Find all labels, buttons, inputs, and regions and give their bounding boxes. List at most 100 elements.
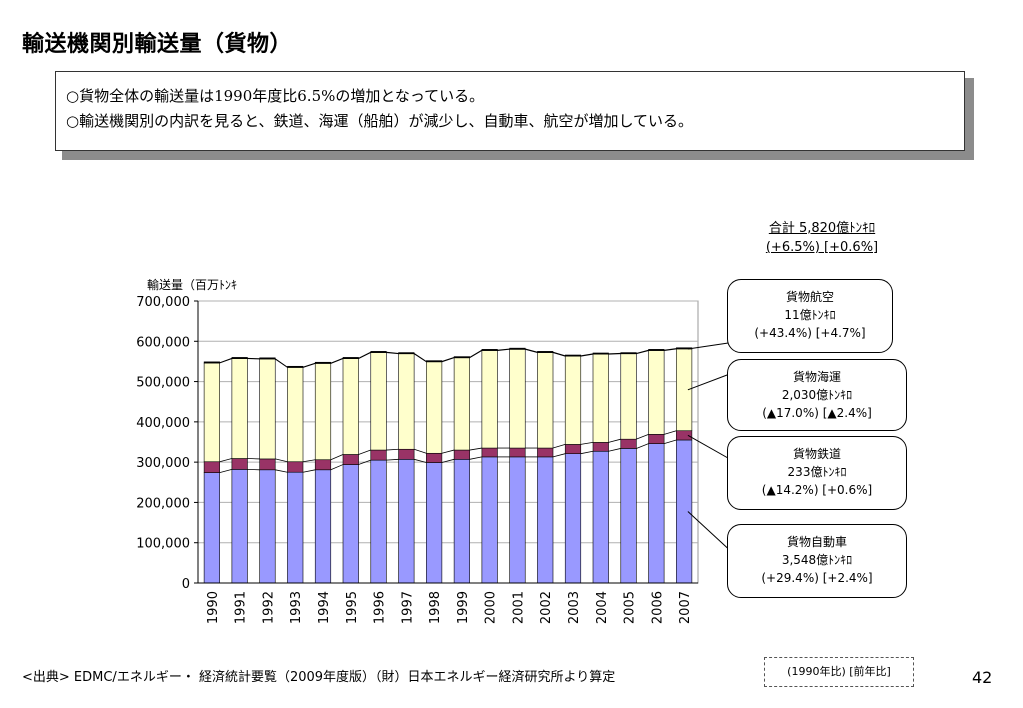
bar-貨物鉄道-2006 bbox=[648, 434, 665, 444]
bar-貨物鉄道-1991 bbox=[231, 458, 248, 470]
x-tick-label: 2003 bbox=[567, 591, 582, 624]
series-connector bbox=[274, 358, 288, 368]
bar-貨物鉄道-2007 bbox=[676, 430, 693, 441]
series-connector bbox=[664, 348, 677, 351]
series-connector bbox=[441, 449, 455, 454]
chart-connectors bbox=[219, 348, 677, 474]
series-connector bbox=[552, 351, 566, 357]
series-connector bbox=[608, 448, 621, 452]
series-connector bbox=[580, 442, 594, 445]
y-tick-label: 500,000 bbox=[136, 376, 190, 391]
bar-貨物鉄道-1992 bbox=[259, 458, 276, 471]
bar-貨物海運-2002 bbox=[537, 352, 554, 449]
bar-貨物自動車-2006 bbox=[648, 443, 665, 584]
bar-貨物航空-2004 bbox=[592, 352, 609, 355]
bar-貨物海運-1992 bbox=[259, 358, 276, 460]
series-connector bbox=[580, 353, 594, 357]
y-tick-label: 700,000 bbox=[136, 295, 190, 310]
bar-貨物鉄道-2005 bbox=[620, 438, 637, 449]
callout-rail-change: (▲14.2%) [+0.6%] bbox=[761, 483, 873, 497]
bar-貨物自動車-1992 bbox=[259, 469, 276, 584]
bar-貨物海運-2006 bbox=[648, 350, 665, 435]
series-connector bbox=[330, 454, 344, 461]
page-title: 輸送機関別輸送量（貨物） bbox=[22, 32, 293, 57]
series-connector bbox=[469, 447, 482, 451]
bar-貨物海運-1995 bbox=[342, 358, 359, 455]
series-connector bbox=[608, 438, 621, 443]
bar-貨物航空-1993 bbox=[287, 365, 304, 368]
x-tick-label: 1993 bbox=[289, 591, 304, 624]
series-connector bbox=[441, 458, 455, 463]
bar-貨物海運-2000 bbox=[481, 350, 498, 449]
series-connector bbox=[497, 348, 510, 351]
bar-貨物自動車-1998 bbox=[426, 462, 443, 584]
callout-rail-name: 貨物鉄道 bbox=[792, 447, 841, 461]
bar-貨物航空-1994 bbox=[314, 361, 332, 364]
bar-貨物鉄道-1994 bbox=[314, 459, 332, 471]
bar-貨物鉄道-1995 bbox=[342, 454, 359, 465]
bar-貨物航空-1999 bbox=[453, 356, 470, 359]
callout-air-change: (+43.4%) [+4.7%] bbox=[754, 326, 866, 340]
x-tick-label: 2001 bbox=[511, 591, 526, 624]
x-tick-label: 2005 bbox=[623, 591, 638, 624]
total-line-2: (+6.5%) [+0.6%] bbox=[765, 240, 879, 255]
x-tick-label: 1995 bbox=[345, 591, 360, 624]
callout-air: 貨物航空 11億ﾄﾝｷﾛ (+43.4%) [+4.7%] bbox=[727, 279, 893, 353]
series-connector bbox=[636, 433, 649, 440]
series-connector bbox=[636, 350, 649, 355]
bar-貨物海運-2007 bbox=[676, 348, 693, 432]
summary-box: ○貨物全体の輸送量は1990年度比6.5%の増加となっている。 ○輸送機関別の内… bbox=[55, 71, 965, 151]
series-connector bbox=[275, 458, 288, 463]
bar-貨物海運-1990 bbox=[203, 362, 220, 463]
chart-labels: 0 100,000 200,000 300,000 400,000 500,000 600,… bbox=[136, 295, 693, 624]
y-tick-label: 100,000 bbox=[136, 537, 190, 552]
bar-貨物海運-1994 bbox=[314, 363, 332, 461]
x-tick-label: 2002 bbox=[539, 591, 554, 624]
series-connector bbox=[302, 459, 316, 463]
callout-sea: 貨物海運 2,030億ﾄﾝｷﾛ (▲17.0%) [▲2.4%] bbox=[727, 359, 907, 431]
callout-road-change: (+29.4%) [+2.4%] bbox=[761, 571, 873, 585]
y-tick-label: 0 bbox=[182, 577, 190, 592]
bar-貨物航空-2000 bbox=[481, 349, 498, 351]
callout-rail-value: 233億ﾄﾝｷﾛ bbox=[787, 465, 847, 479]
bar-貨物海運-2003 bbox=[564, 355, 582, 445]
bar-貨物鉄道-2003 bbox=[564, 444, 582, 454]
bar-貨物航空-1996 bbox=[370, 351, 387, 353]
summary-line-2: ○輸送機関別の内訳を見ると、鉄道、海運（船舶）が減少し、自動車、航空が増加してい… bbox=[66, 112, 694, 130]
bar-貨物自動車-2000 bbox=[481, 456, 498, 584]
series-connector bbox=[580, 353, 594, 357]
bar-貨物航空-1998 bbox=[426, 360, 443, 363]
total-label: 合計 5,820億ﾄﾝｷﾛ (+6.5%) [+0.6%] bbox=[742, 219, 902, 257]
bar-貨物海運-2004 bbox=[592, 353, 609, 443]
series-connector bbox=[219, 357, 233, 364]
bar-貨物鉄道-2004 bbox=[592, 442, 609, 452]
bar-貨物航空-1995 bbox=[342, 357, 359, 359]
callout-road-value: 3,548億ﾄﾝｷﾛ bbox=[781, 553, 853, 567]
series-connector bbox=[552, 444, 566, 449]
x-tick-label: 2000 bbox=[484, 591, 499, 624]
series-connector bbox=[525, 348, 538, 353]
series-connector bbox=[275, 469, 288, 473]
series-connector bbox=[413, 448, 427, 454]
bar-貨物自動車-2002 bbox=[537, 456, 554, 584]
y-tick-label: 400,000 bbox=[136, 416, 190, 431]
series-connector bbox=[219, 458, 232, 463]
callout-road: 貨物自動車 3,548億ﾄﾝｷﾛ (+29.4%) [+2.4%] bbox=[727, 524, 907, 598]
y-axis-unit-label: 輸送量（百万ﾄﾝｷ bbox=[147, 278, 238, 292]
x-tick-label: 2006 bbox=[650, 591, 665, 624]
callout-sea-change: (▲17.0%) [▲2.4%] bbox=[762, 406, 872, 420]
bar-貨物自動車-1993 bbox=[287, 471, 304, 584]
bar-貨物海運-2005 bbox=[620, 353, 637, 440]
series-connector bbox=[469, 456, 482, 460]
bar-貨物鉄道-2001 bbox=[509, 447, 526, 458]
bar-貨物鉄道-1998 bbox=[426, 452, 443, 463]
callout-rail: 貨物鉄道 233億ﾄﾝｷﾛ (▲14.2%) [+0.6%] bbox=[727, 436, 907, 510]
series-connector bbox=[663, 430, 677, 435]
y-tick-label: 200,000 bbox=[136, 496, 190, 511]
series-connector bbox=[386, 458, 399, 461]
callout-sea-value: 2,030億ﾄﾝｷﾛ bbox=[781, 388, 853, 402]
bar-貨物海運-1993 bbox=[287, 367, 304, 463]
page-number: 42 bbox=[972, 668, 993, 687]
series-connector bbox=[497, 348, 510, 351]
x-tick-label: 1998 bbox=[428, 591, 443, 624]
